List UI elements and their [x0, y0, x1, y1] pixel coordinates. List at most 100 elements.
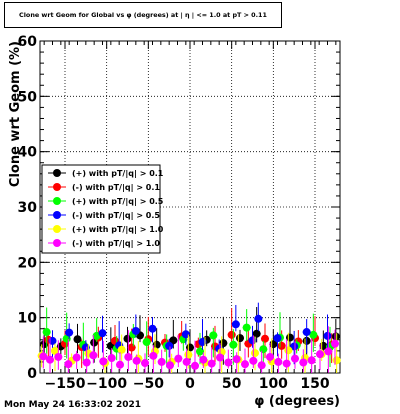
- legend-entry-label: (-) with pT/|q| > 1.0: [72, 239, 160, 248]
- legend-entry-label: (-) with pT/|q| > 0.5: [72, 211, 160, 220]
- data-point: [82, 358, 91, 367]
- data-point: [291, 354, 299, 363]
- data-point: [242, 323, 251, 332]
- data-point: [277, 341, 286, 350]
- data-point: [282, 359, 291, 368]
- legend-swatch-marker: [53, 169, 61, 177]
- y-tick-label: 40: [18, 145, 38, 161]
- data-point: [186, 343, 194, 352]
- data-point: [309, 330, 318, 339]
- data-point: [259, 345, 268, 354]
- data-point: [249, 356, 258, 365]
- data-point: [157, 357, 166, 366]
- data-point: [174, 354, 183, 363]
- data-point: [266, 352, 274, 361]
- x-tick-label: −100: [86, 376, 127, 392]
- x-axis-label: φ (degrees): [254, 394, 340, 409]
- y-tick-label: 10: [18, 311, 38, 327]
- data-point: [232, 355, 241, 364]
- data-point: [148, 324, 157, 333]
- data-point: [216, 353, 224, 362]
- data-point: [252, 329, 261, 338]
- data-point: [273, 334, 282, 343]
- data-point: [299, 358, 308, 367]
- data-point: [236, 334, 244, 343]
- data-point: [149, 351, 158, 360]
- data-point: [141, 359, 149, 368]
- x-tick-label: −50: [133, 376, 164, 392]
- x-tick-label: 50: [222, 376, 242, 392]
- data-point: [231, 320, 240, 329]
- x-tick-label: 100: [259, 376, 288, 392]
- chart-title: Clone wrt Geom for Global vs φ (degrees)…: [19, 11, 267, 19]
- data-point: [89, 351, 98, 360]
- data-point: [72, 353, 81, 362]
- chart-title-box: Clone wrt Geom for Global vs φ (degrees)…: [4, 2, 282, 28]
- data-point: [191, 361, 199, 370]
- data-point: [324, 347, 333, 356]
- legend-swatch-marker: [53, 239, 61, 247]
- x-tick-label: 150: [300, 376, 329, 392]
- data-point: [123, 334, 132, 343]
- data-point: [124, 352, 133, 361]
- legend-entry-label: (+) with pT/|q| > 1.0: [72, 225, 164, 234]
- y-tick-label: 30: [18, 200, 38, 216]
- data-point: [131, 326, 140, 335]
- data-point: [184, 350, 193, 359]
- data-point: [39, 352, 48, 361]
- y-tick-label: 60: [18, 34, 38, 50]
- data-point: [65, 328, 74, 337]
- data-point: [199, 355, 208, 364]
- data-point: [290, 342, 299, 351]
- data-point: [127, 343, 136, 352]
- data-point: [116, 360, 124, 369]
- data-point: [51, 346, 59, 355]
- data-point: [166, 361, 174, 370]
- data-point: [284, 346, 293, 355]
- y-tick-label: 50: [18, 89, 38, 105]
- data-point: [331, 332, 340, 341]
- data-point: [207, 359, 216, 368]
- legend-entry-label: (+) with pT/|q| > 0.5: [72, 197, 164, 206]
- data-point: [331, 339, 339, 348]
- data-point: [107, 354, 116, 363]
- data-point: [54, 352, 63, 361]
- data-point: [286, 333, 294, 342]
- data-point: [99, 357, 108, 366]
- legend-swatch-marker: [53, 197, 61, 205]
- data-point: [254, 314, 263, 323]
- data-point: [42, 328, 51, 337]
- data-point: [316, 350, 324, 359]
- data-point: [227, 330, 236, 339]
- data-point: [132, 356, 141, 365]
- data-point: [169, 336, 178, 345]
- data-point: [209, 331, 218, 340]
- data-point: [165, 341, 174, 350]
- data-point: [257, 361, 266, 370]
- data-point: [274, 357, 283, 366]
- x-tick-label: −150: [45, 376, 86, 392]
- x-tick-label: 0: [185, 376, 195, 392]
- timestamp: Mon May 24 16:33:02 2021: [4, 400, 142, 410]
- data-point: [64, 360, 73, 369]
- legend-swatch-marker: [53, 211, 61, 219]
- data-point: [46, 355, 54, 364]
- y-tick-label: 0: [27, 366, 37, 382]
- legend-entry-label: (+) with pT/|q| > 0.1: [72, 169, 164, 178]
- legend-swatch-marker: [53, 225, 61, 233]
- data-point: [98, 329, 107, 338]
- legend-swatch-marker: [53, 183, 61, 191]
- data-point: [332, 356, 341, 365]
- y-axis-label: Clone wrt Geom (%): [8, 41, 23, 187]
- data-point: [224, 358, 233, 367]
- data-point: [73, 335, 82, 344]
- data-point: [302, 328, 311, 337]
- data-point: [307, 356, 316, 365]
- data-point: [251, 349, 259, 358]
- data-point: [152, 340, 161, 349]
- data-point: [323, 331, 332, 340]
- data-point: [229, 340, 238, 349]
- y-tick-label: 20: [18, 255, 38, 271]
- data-point: [117, 345, 126, 354]
